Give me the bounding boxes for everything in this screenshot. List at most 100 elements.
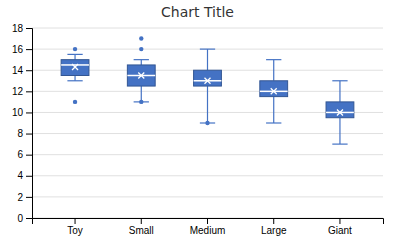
whisker [141,60,142,65]
tick: 4 [17,170,32,181]
tick: 18 [12,23,32,34]
mean [205,78,211,84]
box [194,49,222,125]
outlier [73,100,77,104]
tick: 6 [17,149,32,160]
tick: Toy [67,218,83,236]
tick-label: 6 [17,149,23,160]
whisker [74,54,75,59]
tick-mark [26,218,32,219]
axis-line [33,219,384,225]
x-axis: Toy Small Medium Large Giant [33,218,384,236]
whisker-cap [67,80,82,81]
tick-label: Giant [328,225,352,236]
marks [61,36,354,144]
whisker-cap [332,144,347,145]
tick: Giant [328,218,352,236]
tick: 8 [17,128,32,139]
whisker-cap [266,59,281,60]
tick-label: Medium [190,225,226,236]
tick-label: Large [261,225,287,236]
whisker [273,97,274,123]
whisker [141,86,142,102]
tick-mark [26,112,32,113]
mean [72,64,78,70]
tick-mark [26,176,32,177]
tick-label: 16 [12,44,24,55]
grid-line [32,175,383,176]
axis-line [26,29,33,219]
whisker [339,118,340,144]
tick-label: 18 [12,23,24,34]
tick: 10 [12,107,32,118]
whisker-cap [134,59,149,60]
outlier [73,47,77,51]
box-body [326,102,354,118]
tick-label: 12 [12,86,24,97]
tick-mark [339,218,340,224]
grid-line [32,154,383,155]
tick-mark [26,155,32,156]
median [61,64,89,66]
tick: Large [261,218,287,236]
box [326,81,354,144]
grid-line [32,133,383,134]
grid-line [32,28,383,29]
whisker [207,86,208,123]
tick: 16 [12,44,32,55]
tick-mark [26,28,32,29]
plot: 0 2 4 6 8 10 12 14 16 18 Toy Small Medium Large Giant [12,23,384,236]
outlier [139,36,143,40]
mean [138,73,144,79]
tick-label: 14 [12,65,24,76]
outlier [139,47,143,51]
tick: Medium [190,218,226,236]
box [127,36,155,104]
tick: Small [129,218,154,236]
whisker [74,76,75,81]
tick: 14 [12,65,32,76]
mean [337,109,343,115]
tick-mark [141,218,142,224]
box [260,60,288,123]
mean [271,88,277,94]
box-body [127,65,155,86]
whisker [339,81,340,102]
tick-mark [207,218,208,224]
title: Chart Title [161,4,234,20]
chart: Chart Title 0 2 4 6 8 10 12 14 16 18 Toy Small Medium… [0,0,395,242]
tick-mark [26,91,32,92]
box [61,47,89,104]
tick-mark [75,218,76,224]
tick-mark [26,49,32,50]
whisker [273,60,274,81]
whisker-cap [332,80,347,81]
box-body [194,70,222,86]
tick: 0 [17,213,32,224]
tick-mark [26,197,32,198]
y-axis: 0 2 4 6 8 10 12 14 16 18 [12,23,33,224]
grid-line [32,49,383,50]
whisker [207,49,208,70]
tick-label: 10 [12,107,24,118]
box-body [61,60,89,76]
outlier [139,100,143,104]
tick-label: Toy [67,225,83,236]
grid-line [32,196,383,197]
tick: 12 [12,86,32,97]
tick-label: 8 [17,128,23,139]
box-body [260,81,288,97]
tick-mark [26,70,32,71]
tick-label: 2 [17,192,23,203]
tick-mark [273,218,274,224]
whisker-cap [67,54,82,55]
whisker-cap [200,49,215,50]
tick-label: 4 [17,170,23,181]
tick: 2 [17,192,32,203]
whisker-cap [266,122,281,123]
grid [32,28,383,218]
tick-label: 0 [17,213,23,224]
tick-mark [26,134,32,135]
tick-label: Small [129,225,154,236]
outlier [205,121,209,125]
